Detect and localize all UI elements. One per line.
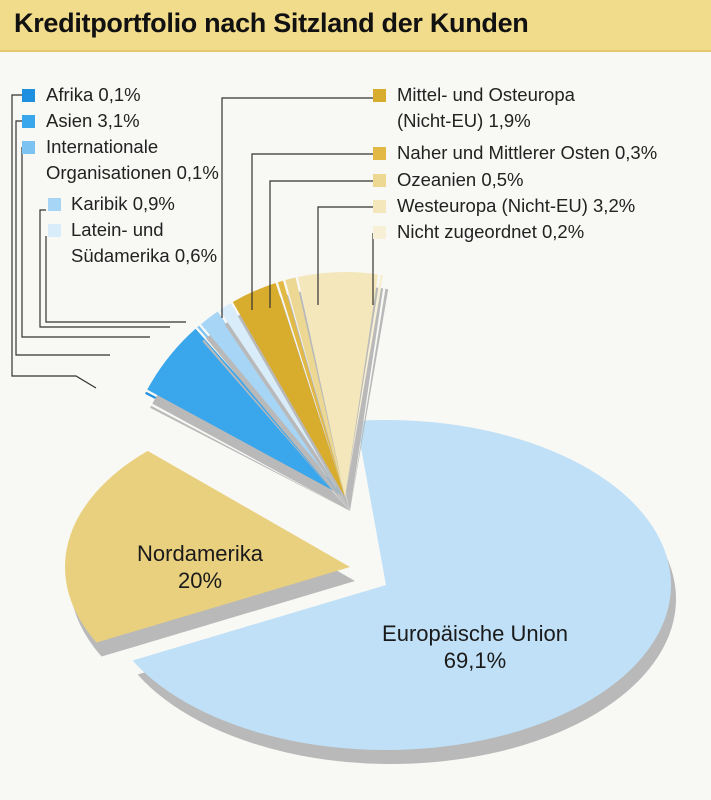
legend-swatch-karibik xyxy=(48,198,61,211)
label-nordamerika: Nordamerika 20% xyxy=(120,540,280,594)
legend-ozeanien: Ozeanien 0,5% xyxy=(397,169,524,190)
legend-moe-1: Mittel- und Osteuropa xyxy=(397,84,575,105)
slice-intorg-shadow xyxy=(202,339,350,511)
slice-asien xyxy=(147,328,345,497)
legend-latein-1: Latein- und xyxy=(71,219,164,240)
legend-swatch-westeuropa xyxy=(373,200,386,213)
leader-naher xyxy=(251,153,373,310)
slice-nicht-shadow xyxy=(350,288,389,511)
slice-europaeische-union xyxy=(132,420,671,750)
leader-ozeanien xyxy=(269,180,373,308)
legend-swatch-nicht xyxy=(373,226,386,239)
chart-title: Kreditportfolio nach Sitzland der Kunden xyxy=(14,8,529,38)
legend-intorg-1: Internationale xyxy=(46,136,159,157)
label-eu-name: Europäische Union xyxy=(382,621,568,646)
leader-latein xyxy=(45,236,186,323)
legend-swatch-naher xyxy=(373,147,386,160)
label-eu-value: 69,1% xyxy=(443,648,507,673)
label-eu: Europäische Union 69,1% xyxy=(370,620,580,674)
slice-ozeanien xyxy=(285,277,345,497)
slice-karibik xyxy=(200,311,345,497)
leader-lines xyxy=(11,94,374,389)
label-nordamerika-value: 20% xyxy=(177,568,223,593)
legend-swatch-ozeanien xyxy=(373,174,386,187)
label-nordamerika-name: Nordamerika xyxy=(137,541,263,566)
leader-asien xyxy=(15,120,110,356)
legend-nicht: Nicht zugeordnet 0,2% xyxy=(397,221,585,242)
legend-swatch-moe xyxy=(373,89,386,102)
legend-naher: Naher und Mittlerer Osten 0,3% xyxy=(397,142,658,163)
slice-nicht xyxy=(345,274,384,497)
legend-intorg-2: Organisationen 0,1% xyxy=(46,162,219,183)
slice-nordamerika xyxy=(65,450,350,643)
legend-swatch-asien xyxy=(22,115,35,128)
legend-moe-2: (Nicht-EU) 1,9% xyxy=(397,110,531,131)
leader-karibik xyxy=(39,209,170,328)
legend-karibik: Karibik 0,9% xyxy=(71,193,175,214)
slice-moe xyxy=(232,282,345,497)
legend-westeuropa: Westeuropa (Nicht-EU) 3,2% xyxy=(397,195,636,216)
legend-afrika: Afrika 0,1% xyxy=(46,84,141,105)
leader-intorg xyxy=(21,147,150,338)
legend-asien: Asien 3,1% xyxy=(46,110,140,131)
slice-latein xyxy=(219,303,345,497)
slice-westeuropa xyxy=(297,272,379,497)
slice-latein-shadow xyxy=(224,317,350,511)
slice-afrika-shadow xyxy=(150,405,350,511)
legend-swatch-intorg xyxy=(22,141,35,154)
slice-naher xyxy=(277,280,345,497)
leader-afrika xyxy=(11,94,97,389)
legend-latein-2: Südamerika 0,6% xyxy=(71,245,218,266)
leader-moe xyxy=(221,97,373,318)
title-bar: Kreditportfolio nach Sitzland der Kunden xyxy=(0,0,711,52)
leader-westeuropa xyxy=(317,206,373,305)
legend-swatch-afrika xyxy=(22,89,35,102)
legend-swatch-latein xyxy=(48,224,61,237)
